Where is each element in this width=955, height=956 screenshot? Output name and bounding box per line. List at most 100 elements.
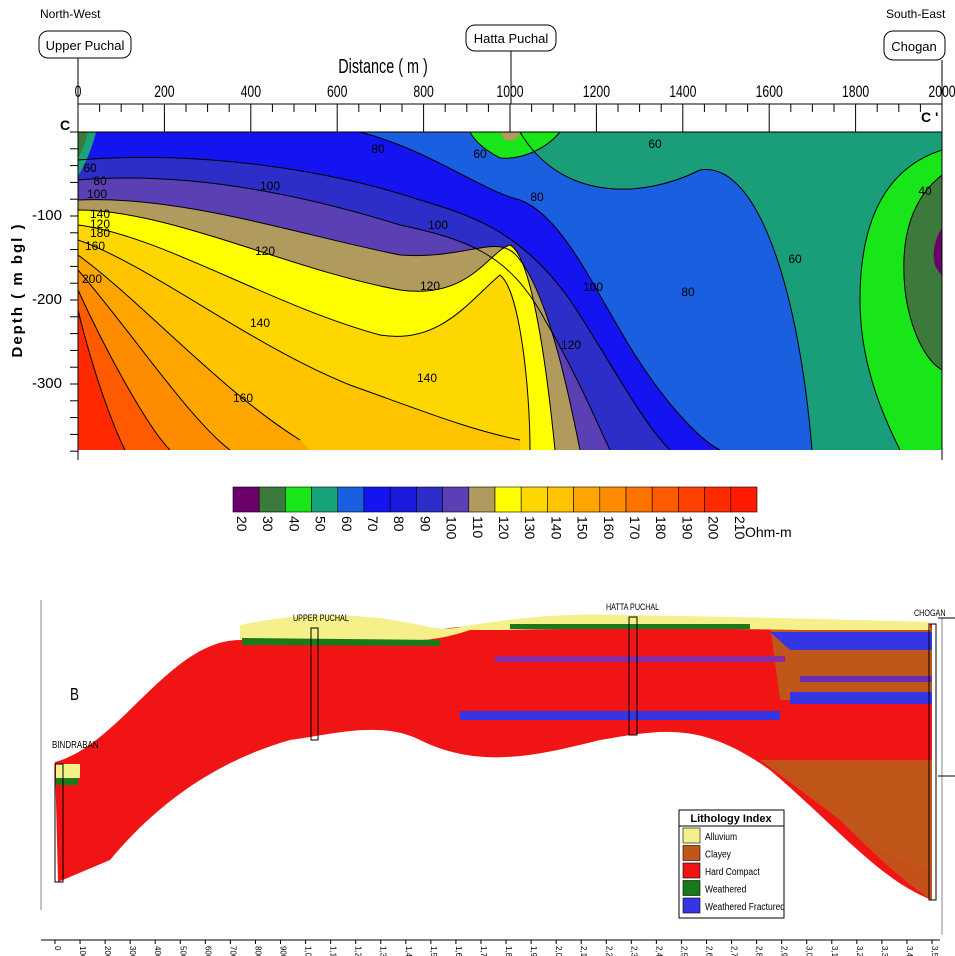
x-tick-label: 0 xyxy=(75,83,82,101)
station-upper-puchal: Upper Puchal xyxy=(38,30,132,104)
weathered-layer xyxy=(242,638,440,646)
weathered-layer-left xyxy=(56,778,78,785)
colorbar-swatch xyxy=(520,486,548,513)
legend-swatch xyxy=(682,862,701,879)
y-tick-label: -200 xyxy=(32,291,62,308)
x-tick-label: 2,700 xyxy=(730,946,739,956)
colorbar-tick: 210 xyxy=(732,516,748,540)
colorbar-tick: 150 xyxy=(575,516,591,540)
x-tick-label: 2,300 xyxy=(629,946,638,956)
x-tick-label: 1600 xyxy=(756,83,783,101)
colorbar-tick: 140 xyxy=(548,516,564,540)
colorbar-tick: 100 xyxy=(444,516,460,540)
lithology-section: B BINDRABAN UPPER PUCHAL HATTA PUCHAL CH… xyxy=(40,600,955,956)
x-tick-label: 600 xyxy=(327,83,347,101)
colorbar-swatch xyxy=(232,486,260,513)
colorbar-swatch xyxy=(258,486,286,513)
x-tick-label: 3,500 xyxy=(930,946,939,956)
lithology-legend: Lithology Index Alluvium Clayey Hard Compa… xyxy=(678,809,785,919)
fractured-layer xyxy=(800,676,932,682)
x-tick-label: 600 xyxy=(203,946,212,956)
contour-label: 120 xyxy=(420,279,440,293)
colorbar-swatch xyxy=(704,486,732,513)
x-tick-label: 1,700 xyxy=(479,946,488,956)
colorbar-tick: 90 xyxy=(417,516,433,532)
well-label-chogan: CHOGAN xyxy=(914,608,946,618)
x-tick-label: 3,200 xyxy=(855,946,864,956)
colorbar-tick: 20 xyxy=(234,516,250,532)
x-tick-label: 200 xyxy=(154,83,174,101)
contour-label: 60 xyxy=(473,147,487,161)
y-tick-label: -300 xyxy=(32,375,62,392)
x-tick-label: 2,100 xyxy=(579,946,588,956)
colorbar-swatch xyxy=(442,486,470,513)
x-tick-label: 700 xyxy=(228,946,237,956)
contour-plot xyxy=(78,132,942,450)
orientation-left: North-West xyxy=(40,7,101,21)
contour-label: 40 xyxy=(918,184,932,198)
x-tick-label: 200 xyxy=(103,946,112,956)
y-axis-title: Depth ( m bgl ) xyxy=(9,223,26,358)
colorbar-swatch xyxy=(678,486,705,513)
colorbar-swatch xyxy=(651,486,679,513)
legend-title: Lithology Index xyxy=(690,813,772,825)
colorbar-unit: Ohm-m xyxy=(745,524,792,540)
colorbar-tick: 200 xyxy=(706,516,722,540)
colorbar-tick: 40 xyxy=(286,516,302,532)
hard-compact-layer xyxy=(55,620,932,900)
colorbar-swatch xyxy=(389,486,417,513)
y-tick-label: -100 xyxy=(32,207,62,224)
legend-label: Weathered Fractured xyxy=(705,901,785,912)
colorbar-tick: 50 xyxy=(313,516,329,532)
colorbar-swatch xyxy=(468,486,496,513)
contour-label: 100 xyxy=(260,179,280,193)
x-tick-label: 2,500 xyxy=(679,946,688,956)
station-chogan: Chogan xyxy=(883,30,946,104)
colorbar-tick: 170 xyxy=(627,516,643,540)
x-tick-label: 2,600 xyxy=(704,946,713,956)
legend-label: Clayey xyxy=(705,849,731,860)
contour-label: 60 xyxy=(788,252,802,266)
colorbar-tick: 180 xyxy=(653,516,669,540)
fractured-layer xyxy=(770,632,932,650)
colorbar-swatch xyxy=(311,486,339,513)
x-tick-label: 2,200 xyxy=(604,946,613,956)
colorbar-tick: 60 xyxy=(339,516,355,532)
station-label: Chogan xyxy=(891,39,937,54)
x-tick-label: 1,500 xyxy=(429,946,438,956)
x-tick-label: 2,900 xyxy=(780,946,789,956)
x-tick-label: 2,800 xyxy=(755,946,764,956)
x-tick-label: 1,300 xyxy=(379,946,388,956)
x-tick-label: 100 xyxy=(78,946,87,956)
x-tick-label: 1,100 xyxy=(329,946,338,956)
colorbar-swatch xyxy=(547,486,574,513)
legend-label: Hard Compact xyxy=(705,866,760,877)
x-tick-label: 3,100 xyxy=(830,946,839,956)
legend-swatch xyxy=(682,897,701,914)
x-tick-label: 3,300 xyxy=(880,946,889,956)
x-tick-label: 400 xyxy=(153,946,162,956)
x-tick-label: 3,000 xyxy=(805,946,814,956)
contour-label: 80 xyxy=(530,190,544,204)
contour-label: 80 xyxy=(371,142,385,156)
fractured-layer xyxy=(790,692,932,704)
colorbar-swatch xyxy=(363,486,391,513)
colorbar: 20 30 40 50 60 70 80 90 100 110 120 130 140 150 160 170… xyxy=(232,486,758,540)
x-tick-label: 0 xyxy=(53,946,62,951)
colorbar-swatch xyxy=(625,486,653,513)
colorbar-swatch xyxy=(416,486,443,513)
x-tick-label: 2,400 xyxy=(654,946,663,956)
colorbar-tick: 160 xyxy=(601,516,617,540)
resistivity-section: North-West South-East Upper Puchal Hatta… xyxy=(9,7,955,540)
x-tick-label: 1800 xyxy=(842,83,869,101)
clayey-layer-deep xyxy=(760,760,932,900)
colorbar-tick: 120 xyxy=(496,516,512,540)
colorbar-swatch xyxy=(730,486,758,513)
station-label: Hatta Puchal xyxy=(474,31,549,46)
contour-label: 200 xyxy=(82,272,102,286)
weathered-layer xyxy=(510,624,750,629)
x-tick-label: 800 xyxy=(253,946,262,956)
x-tick-label: 300 xyxy=(128,946,137,956)
